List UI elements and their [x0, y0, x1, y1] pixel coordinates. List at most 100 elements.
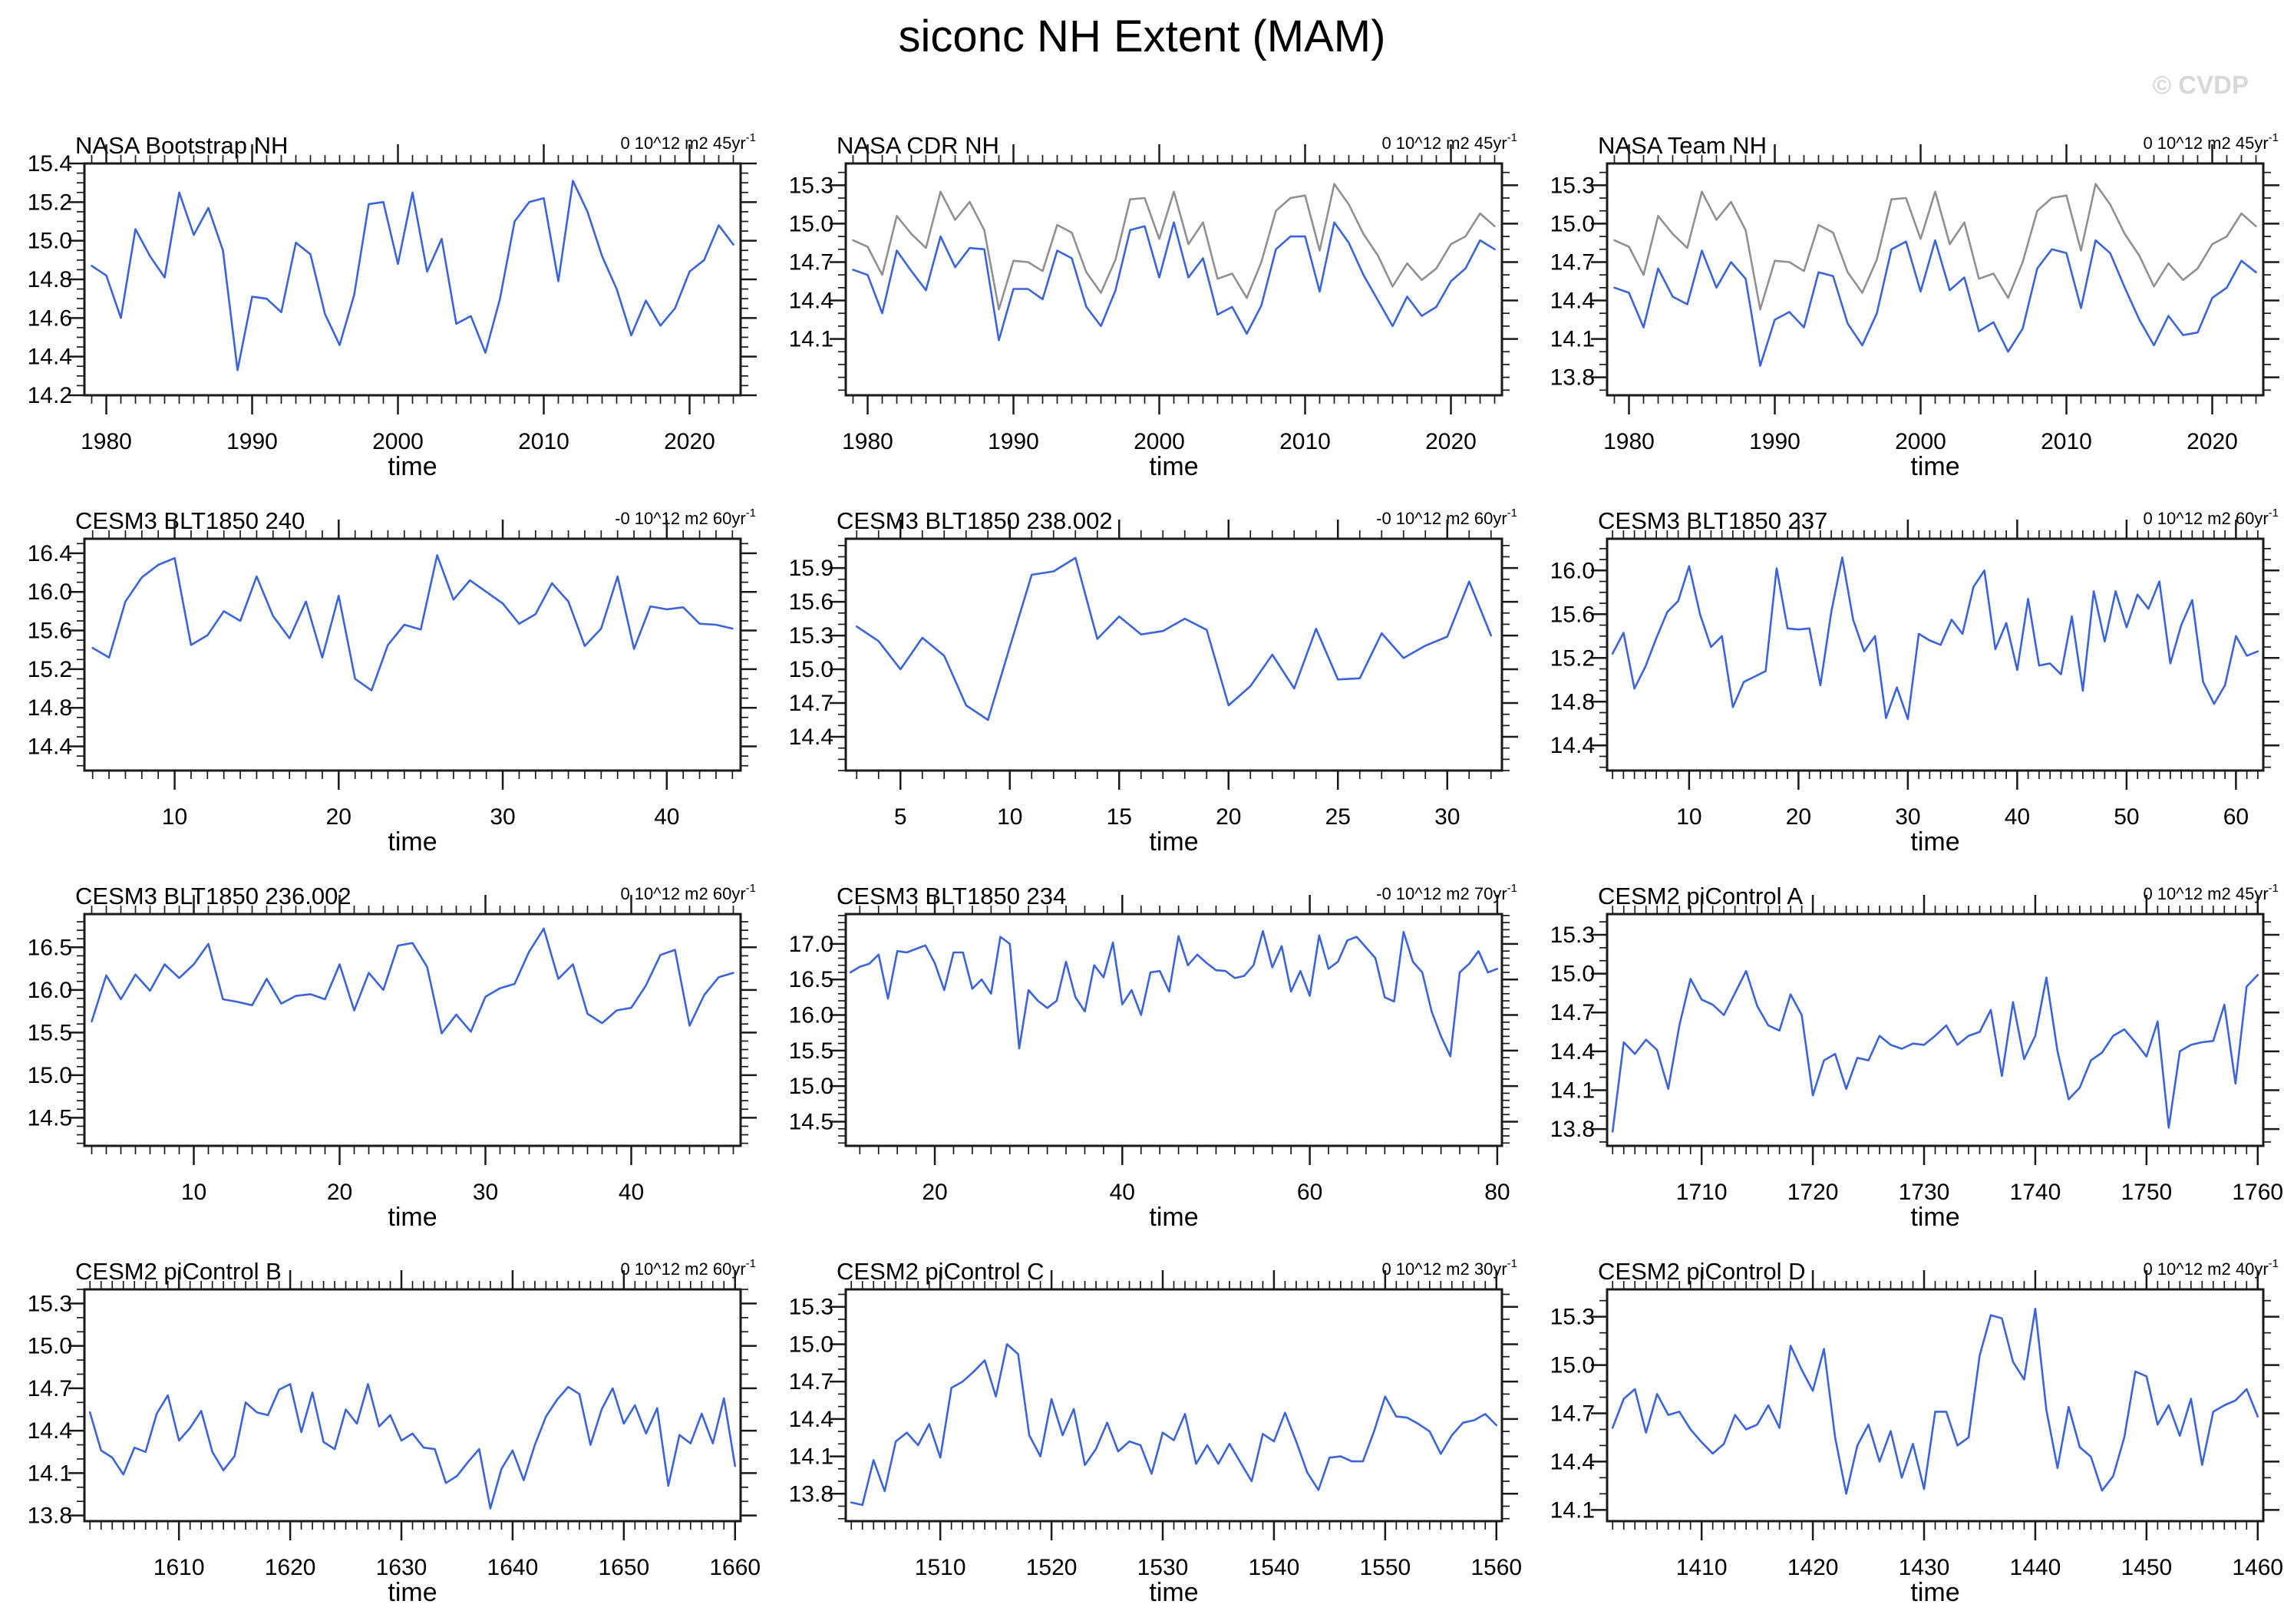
x-tick-label: 30	[1434, 804, 1460, 830]
y-tick-label: 15.3	[1550, 1305, 1595, 1330]
y-tick-label: 13.8	[789, 1481, 833, 1507]
x-tick-label: 20	[327, 1180, 352, 1205]
y-tick-label: 14.1	[789, 327, 833, 352]
x-tick-label: 25	[1325, 804, 1351, 830]
y-tick-label: 16.5	[789, 967, 833, 992]
time-axis-label: time	[388, 452, 437, 481]
x-tick-label: 1510	[915, 1555, 966, 1580]
series-line-reference	[1613, 183, 2257, 311]
y-tick-label: 15.2	[28, 190, 72, 215]
x-tick-label: 1450	[2121, 1555, 2172, 1580]
plot-frame	[844, 913, 1503, 1147]
y-tick-label: 14.8	[28, 695, 72, 721]
y-tick-label: 16.4	[28, 541, 72, 566]
y-tick-label: 16.0	[789, 1003, 833, 1028]
y-tick-label: 15.0	[789, 1332, 833, 1357]
x-tick-label: 1980	[1603, 429, 1655, 454]
y-tick-label: 15.2	[28, 657, 72, 682]
trend-annotation: 0 10^12 m2 45yr-1	[1381, 131, 1517, 153]
x-tick-label: 1710	[1676, 1180, 1728, 1205]
panel-nasa-cdr-nh: NASA CDR NH 0 10^12 m2 45yr-1 14.1 14.4 14.7…	[761, 123, 1523, 498]
y-tick-label: 15.3	[1550, 173, 1595, 198]
tick-marks	[1591, 144, 2279, 414]
trend-annotation: -0 10^12 m2 70yr-1	[1376, 882, 1517, 903]
y-tick-label: 14.8	[28, 267, 72, 292]
y-tick-label: 14.4	[1550, 1449, 1595, 1474]
series-line-primary	[856, 556, 1493, 721]
page-title: siconc NH Extent (MAM)	[898, 12, 1386, 61]
series-line-primary	[850, 1343, 1498, 1507]
x-tick-label: 30	[490, 804, 515, 830]
panel-title: CESM2 piControl A	[1598, 883, 1803, 909]
x-tick-label: 40	[2005, 804, 2030, 830]
x-tick-label: 1530	[1137, 1555, 1189, 1580]
tick-marks	[1591, 895, 2279, 1165]
panel-title: NASA Team NH	[1598, 132, 1767, 159]
x-tick-label: 5	[894, 804, 907, 830]
panel-title: CESM3 BLT1850 234	[837, 883, 1066, 909]
x-tick-label: 20	[326, 804, 352, 830]
plot-svg: CESM2 piControl A 0 10^12 m2 45yr-1 13.8 14…	[1550, 882, 2284, 1232]
series-line-primary	[91, 180, 734, 371]
y-tick-label: 14.7	[789, 249, 833, 275]
trend-annotation: 0 10^12 m2 45yr-1	[2143, 882, 2279, 903]
x-tick-label: 10	[181, 1180, 206, 1205]
y-tick-label: 14.4	[1550, 733, 1595, 758]
x-tick-label: 2000	[1134, 429, 1185, 454]
panel-cesm3-blt1850-240: CESM3 BLT1850 240 -0 10^12 m2 60yr-1 14.4 1…	[0, 498, 761, 873]
y-tick-label: 15.6	[1550, 602, 1595, 627]
y-tick-label: 13.8	[28, 1504, 72, 1529]
x-tick-label: 1430	[1899, 1555, 1950, 1580]
time-axis-label: time	[1149, 1203, 1198, 1232]
x-tick-label: 1990	[226, 429, 278, 454]
y-tick-label: 15.0	[1550, 962, 1595, 987]
series-line-primary	[88, 1383, 737, 1510]
x-tick-label: 30	[1895, 804, 1920, 830]
time-axis-label: time	[1910, 1203, 1959, 1232]
x-tick-label: 2010	[518, 429, 569, 454]
y-tick-label: 14.7	[1550, 1000, 1595, 1025]
plot-frame	[1606, 537, 2265, 772]
x-tick-label: 1760	[2232, 1180, 2283, 1205]
trend-annotation: 0 10^12 m2 40yr-1	[2143, 1257, 2279, 1279]
y-tick-label: 14.2	[28, 383, 72, 408]
plot-frame	[83, 537, 742, 772]
x-tick-label: 1460	[2232, 1555, 2283, 1580]
panel-title: CESM3 BLT1850 240	[75, 507, 305, 534]
x-tick-label: 2000	[372, 429, 424, 454]
x-tick-label: 1630	[376, 1555, 427, 1580]
tick-marks	[68, 895, 757, 1165]
series-line-reference	[852, 183, 1496, 311]
series-line-primary	[1611, 1307, 2259, 1495]
y-tick-label: 14.8	[1550, 689, 1595, 715]
x-tick-label: 1520	[1026, 1555, 1078, 1580]
panel-cesm3-blt1850-237: CESM3 BLT1850 237 0 10^12 m2 60yr-1 14.4 14…	[1523, 498, 2284, 873]
x-tick-label: 1420	[1787, 1555, 1839, 1580]
trend-annotation: -0 10^12 m2 60yr-1	[1376, 507, 1517, 528]
x-tick-label: 1610	[153, 1555, 205, 1580]
y-tick-label: 16.0	[1550, 558, 1595, 583]
y-tick-label: 14.7	[1550, 249, 1595, 275]
tick-marks	[1591, 1270, 2279, 1540]
x-tick-label: 40	[619, 1180, 644, 1205]
y-tick-label: 15.0	[28, 1334, 72, 1359]
x-tick-label: 1620	[265, 1555, 316, 1580]
x-tick-label: 1740	[2010, 1180, 2061, 1205]
y-tick-label: 15.0	[1550, 1353, 1595, 1378]
x-tick-label: 1640	[487, 1555, 539, 1580]
time-axis-label: time	[388, 1203, 437, 1232]
panel-cesm3-blt1850-234: CESM3 BLT1850 234 -0 10^12 m2 70yr-1 14.5 1…	[761, 873, 1523, 1249]
tick-marks	[68, 1270, 757, 1540]
plot-svg: CESM3 BLT1850 236.002 0 10^12 m2 60yr-1 14…	[28, 882, 757, 1232]
y-tick-label: 15.3	[789, 173, 833, 198]
tick-marks	[68, 520, 757, 790]
y-tick-label: 14.4	[28, 345, 72, 370]
plot-frame	[83, 1288, 742, 1523]
plot-svg: CESM3 BLT1850 238.002 -0 10^12 m2 60yr-1 1…	[789, 507, 1518, 857]
y-tick-label: 15.9	[789, 556, 833, 581]
y-tick-label: 14.6	[28, 305, 72, 331]
tick-marks	[830, 520, 1518, 790]
